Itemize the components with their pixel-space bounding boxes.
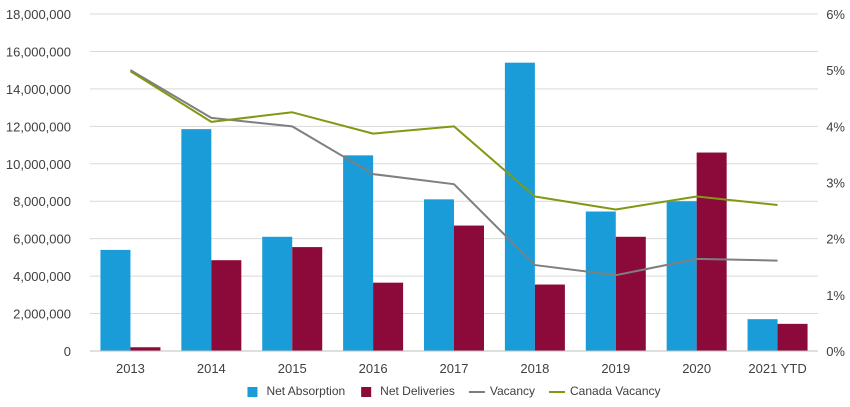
bar-net-deliveries: [615, 236, 646, 351]
y-right-tick-label: 1%: [826, 288, 845, 303]
x-tick-label: 2019: [601, 361, 630, 376]
x-tick-label: 2016: [359, 361, 388, 376]
x-tick-label: 2013: [116, 361, 145, 376]
y-right-tick-label: 5%: [826, 63, 845, 78]
line-canada-vacancy: [129, 70, 778, 211]
y-left-tick-label: 18,000,000: [6, 7, 71, 22]
bar-net-deliveries: [292, 247, 323, 351]
bar-net-absorption: [181, 129, 212, 351]
bar-net-absorption: [747, 319, 778, 351]
legend-swatch: [361, 387, 372, 397]
legend-label: Net Absorption: [266, 384, 345, 398]
bar-net-deliveries: [130, 347, 161, 351]
y-axis-left: 0 2,000,000 4,000,000 6,000,000 8,000,000 10,…: [6, 7, 71, 359]
y-left-tick-label: 10,000,000: [6, 157, 71, 172]
y-left-tick-label: 4,000,000: [13, 269, 71, 284]
lines: [129, 69, 778, 277]
bar-net-deliveries: [373, 282, 404, 351]
bar-net-deliveries: [777, 323, 808, 351]
x-tick-label: 2015: [278, 361, 307, 376]
y-left-tick-label: 2,000,000: [13, 307, 71, 322]
y-left-tick-label: 8,000,000: [13, 194, 71, 209]
y-axis-right: 0% 1% 2% 3% 4% 5% 6%: [826, 7, 845, 359]
legend: Net Absorption Net Deliveries Vacancy Canad…: [247, 384, 661, 398]
x-tick-label: 2020: [682, 361, 711, 376]
bar-net-deliveries: [211, 260, 242, 351]
bar-net-absorption: [262, 236, 293, 351]
y-left-tick-label: 0: [64, 344, 71, 359]
y-left-tick-label: 12,000,000: [6, 119, 71, 134]
bar-net-deliveries: [534, 284, 565, 351]
bar-net-deliveries: [696, 152, 727, 351]
x-tick-label: 2014: [197, 361, 226, 376]
y-right-tick-label: 0%: [826, 344, 845, 359]
bar-net-absorption: [504, 62, 535, 352]
bar-net-absorption: [343, 155, 374, 351]
y-right-tick-label: 4%: [826, 119, 845, 134]
bar-net-deliveries: [454, 225, 484, 351]
legend-swatch: [247, 387, 258, 397]
bar-net-absorption: [585, 211, 616, 351]
bars: [100, 62, 808, 352]
legend-label: Canada Vacancy: [570, 384, 661, 398]
y-right-tick-label: 6%: [826, 7, 845, 22]
y-left-tick-label: 14,000,000: [6, 82, 71, 97]
y-left-tick-label: 6,000,000: [13, 232, 71, 247]
bar-net-absorption: [666, 201, 697, 351]
y-left-tick-label: 16,000,000: [6, 44, 71, 59]
legend-label: Vacancy: [490, 384, 535, 398]
bar-net-absorption: [424, 199, 454, 351]
line-vacancy: [129, 69, 778, 277]
legend-label: Net Deliveries: [380, 384, 455, 398]
y-right-tick-label: 3%: [826, 176, 845, 191]
x-tick-label: 2021 YTD: [748, 361, 806, 376]
y-right-tick-label: 2%: [826, 232, 845, 247]
x-axis: 2013 2014 2015 2016 2017 2018 2019 2020 2021 YTD: [116, 361, 807, 376]
x-tick-label: 2017: [440, 361, 469, 376]
x-tick-label: 2018: [520, 361, 549, 376]
bar-net-absorption: [100, 249, 131, 351]
